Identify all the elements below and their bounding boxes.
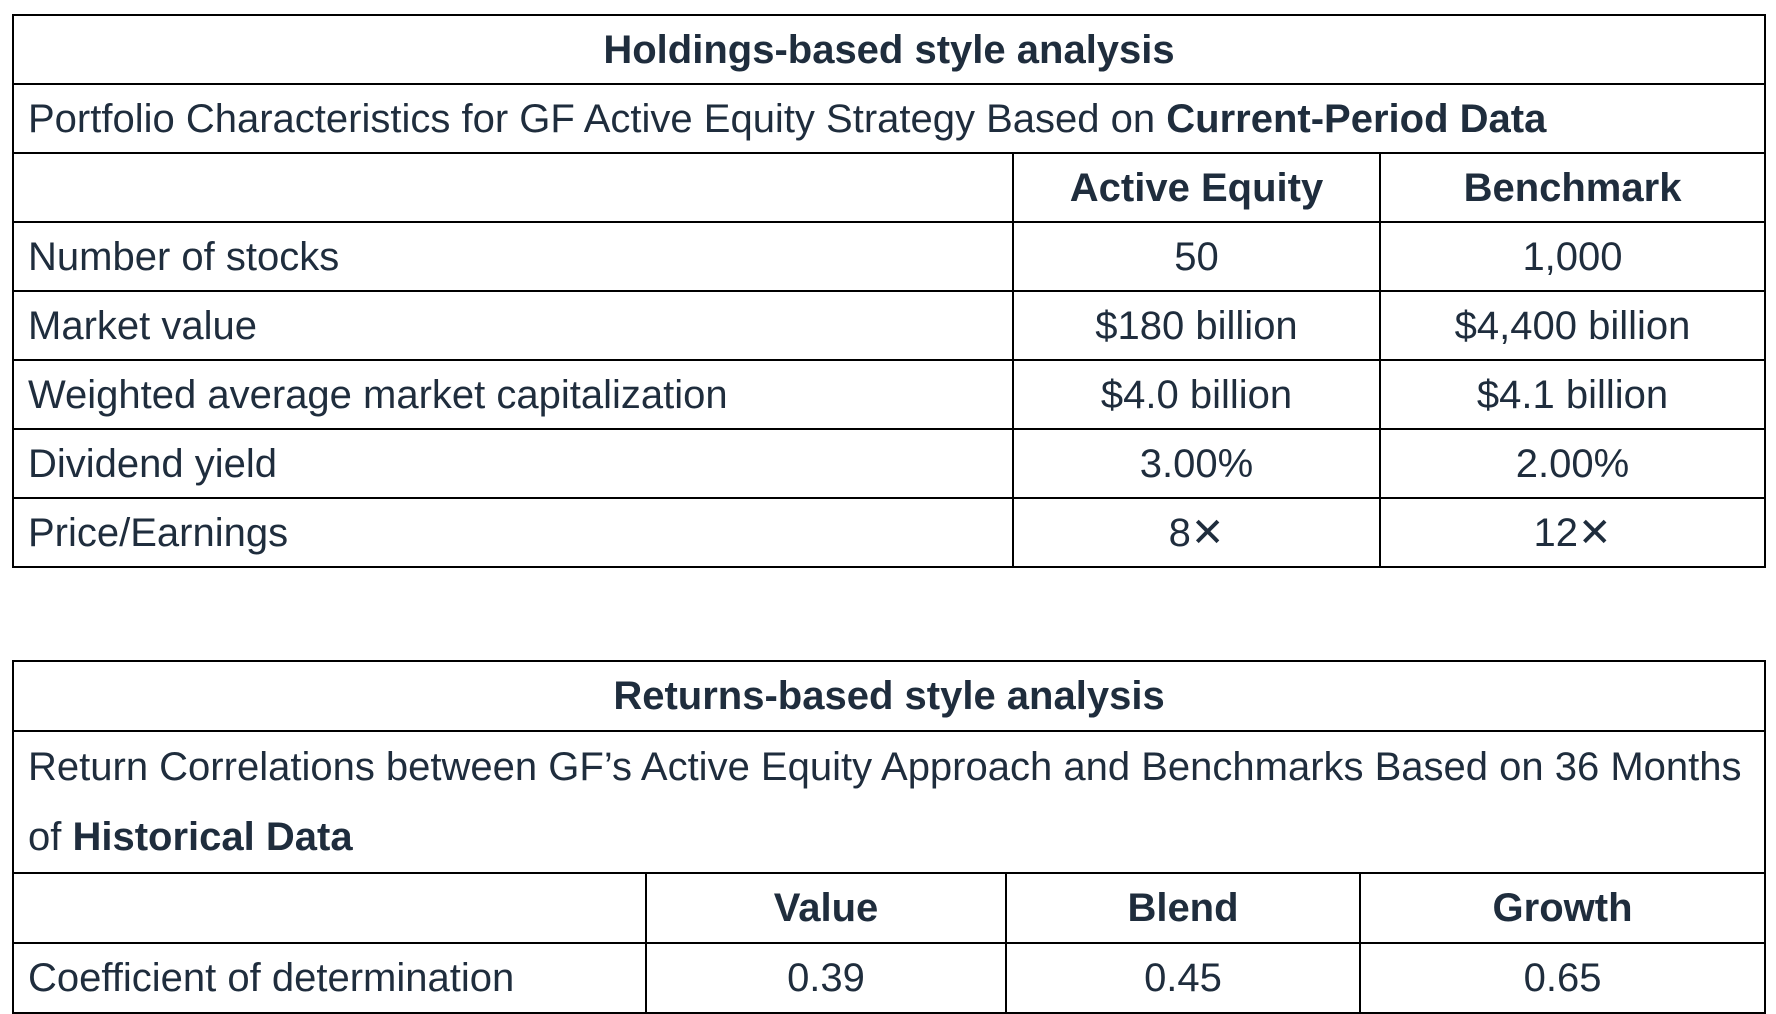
active-equity-value: $4.0 billion xyxy=(1012,359,1381,430)
header-benchmark: Benchmark xyxy=(1379,152,1766,223)
blend-coefficient: 0.45 xyxy=(1005,942,1361,1014)
row-label: Market value xyxy=(12,290,1014,361)
active-equity-value: 50 xyxy=(1012,221,1381,292)
table-title-row: Returns-based style analysis xyxy=(11,660,1767,732)
holdings-style-table: Holdings-based style analysis Portfolio … xyxy=(12,14,1766,568)
active-equity-value: $180 billion xyxy=(1012,290,1381,361)
table-header-row: Active Equity Benchmark xyxy=(12,152,1766,223)
table-subtitle-row: Return Correlations between GF’s Active … xyxy=(11,730,1767,874)
active-equity-value: 8✕ xyxy=(1012,497,1381,568)
row-label: Coefficient of determination xyxy=(12,942,647,1014)
header-active-equity: Active Equity xyxy=(1012,152,1381,223)
benchmark-value: 1,000 xyxy=(1379,221,1766,292)
benchmark-value: 12✕ xyxy=(1379,497,1766,568)
row-label: Number of stocks xyxy=(12,221,1014,292)
benchmark-value: 2.00% xyxy=(1379,428,1766,499)
holdings-subtitle: Portfolio Characteristics for GF Active … xyxy=(12,83,1766,154)
benchmark-value: $4,400 billion xyxy=(1379,290,1766,361)
table-row: Number of stocks 50 1,000 xyxy=(12,221,1766,292)
returns-subtitle-bold: Historical Data xyxy=(72,815,353,859)
returns-title: Returns-based style analysis xyxy=(11,660,1767,732)
table-row: Dividend yield 3.00% 2.00% xyxy=(12,428,1766,499)
header-growth: Growth xyxy=(1358,872,1767,944)
value-coefficient: 0.39 xyxy=(645,942,1007,1014)
table-row: Market value $180 billion $4,400 billion xyxy=(12,290,1766,361)
holdings-subtitle-bold: Current-Period Data xyxy=(1166,96,1547,141)
table-row: Price/Earnings 8✕ 12✕ xyxy=(12,497,1766,568)
table-row: Weighted average market capitalization $… xyxy=(12,359,1766,430)
header-empty xyxy=(12,872,647,944)
benchmark-value: $4.1 billion xyxy=(1379,359,1766,430)
active-equity-value: 3.00% xyxy=(1012,428,1381,499)
row-label: Weighted average market capitalization xyxy=(12,359,1014,430)
returns-subtitle: Return Correlations between GF’s Active … xyxy=(11,730,1767,874)
returns-subtitle-text: Return Correlations between GF’s Active … xyxy=(28,745,1742,859)
holdings-subtitle-text: Portfolio Characteristics for GF Active … xyxy=(28,96,1167,141)
table-title-row: Holdings-based style analysis xyxy=(12,14,1766,85)
header-value: Value xyxy=(645,872,1007,944)
row-label: Price/Earnings xyxy=(12,497,1014,568)
header-empty xyxy=(12,152,1014,223)
table-header-row: Value Blend Growth xyxy=(12,872,1767,944)
growth-coefficient: 0.65 xyxy=(1358,942,1767,1014)
row-label: Dividend yield xyxy=(12,428,1014,499)
holdings-title: Holdings-based style analysis xyxy=(12,14,1766,85)
table-row: Coefficient of determination 0.39 0.45 0… xyxy=(12,942,1767,1014)
table-subtitle-row: Portfolio Characteristics for GF Active … xyxy=(12,83,1766,154)
returns-style-table: Returns-based style analysis Return Corr… xyxy=(11,660,1767,1014)
header-blend: Blend xyxy=(1005,872,1361,944)
